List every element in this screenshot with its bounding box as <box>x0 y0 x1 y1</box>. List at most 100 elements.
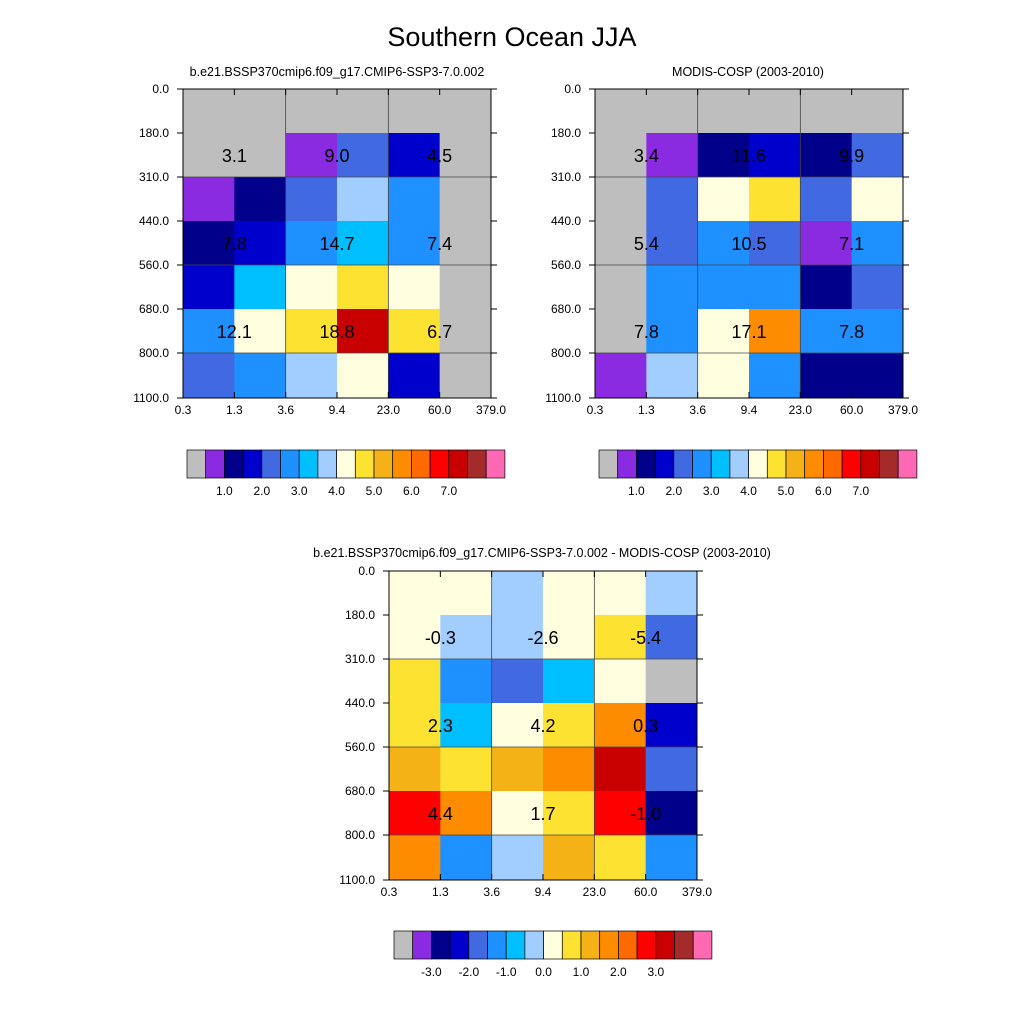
colorbar-label: 6.0 <box>403 484 420 498</box>
heatmap-cell <box>543 571 595 616</box>
colorbar-label: 4.0 <box>328 484 345 498</box>
heatmap-cell <box>183 353 235 399</box>
heatmap-cell <box>800 265 853 310</box>
colorbar-swatch <box>448 449 468 479</box>
heatmap-cell <box>183 221 235 266</box>
panel-model-title: b.e21.BSSP370cmip6.f09_g17.CMIP6-SSP3-7.… <box>190 65 485 79</box>
heatmap-cell <box>851 177 904 222</box>
panel-diff-cells <box>389 571 698 881</box>
heatmap-cell <box>389 703 441 748</box>
heatmap-cell <box>183 265 235 310</box>
heatmap-cell <box>285 177 338 222</box>
heatmap-cell <box>440 659 493 704</box>
colorbar-swatch <box>224 449 244 479</box>
colorbar-label: 0.0 <box>535 965 552 979</box>
heatmap-cell <box>439 221 492 266</box>
heatmap-cell <box>645 659 698 704</box>
box-value-label: 7.8 <box>634 322 659 342</box>
heatmap-cell <box>491 615 544 660</box>
x-tick-label: 0.3 <box>175 403 192 417</box>
colorbar-swatch <box>543 930 563 960</box>
heatmap-cell <box>646 89 699 134</box>
colorbar-swatch <box>673 449 693 479</box>
box-value-label: 4.2 <box>530 716 555 736</box>
heatmap-cell <box>183 133 235 178</box>
heatmap-cell <box>697 309 750 354</box>
colorbar-swatch <box>674 930 694 960</box>
x-tick-label: 1.3 <box>432 885 449 899</box>
colorbar-label: 1.0 <box>573 965 590 979</box>
heatmap-cell <box>800 89 853 134</box>
heatmap-cell <box>646 265 699 310</box>
y-tick-label: 800.0 <box>345 828 375 842</box>
heatmap-cell <box>439 265 492 310</box>
heatmap-cell <box>543 835 595 881</box>
colorbar-label: -1.0 <box>496 965 517 979</box>
box-value-label: 7.4 <box>427 234 452 254</box>
heatmap-cell <box>851 309 904 354</box>
x-tick-label: 60.0 <box>634 885 658 899</box>
colorbar-swatch <box>280 449 300 479</box>
heatmap-cell <box>234 265 287 310</box>
colorbar-swatch <box>692 449 712 479</box>
heatmap-cell <box>389 835 441 881</box>
colorbar-swatch <box>186 449 207 479</box>
x-tick-label: 1.3 <box>226 403 243 417</box>
colorbar-swatch <box>524 930 544 960</box>
box-value-label: 3.4 <box>634 146 659 166</box>
heatmap-cell <box>543 659 595 704</box>
y-tick-label: 440.0 <box>139 214 169 228</box>
box-value-label: 2.3 <box>428 716 453 736</box>
heatmap-cell <box>697 133 750 178</box>
colorbar-label: 7.0 <box>440 484 457 498</box>
colorbar-label: 1.0 <box>216 484 233 498</box>
heatmap-cell <box>800 221 853 266</box>
y-tick-label: 560.0 <box>551 258 581 272</box>
x-tick-label: 23.0 <box>583 885 607 899</box>
colorbar-swatch <box>336 449 356 479</box>
colorbar-swatch <box>561 930 582 960</box>
heatmap-cell <box>285 221 338 266</box>
heatmap-cell <box>337 353 389 399</box>
x-tick-label: 60.0 <box>840 403 864 417</box>
y-tick-label: 560.0 <box>139 258 169 272</box>
colorbar-label: 5.0 <box>366 484 383 498</box>
heatmap-cell <box>645 835 698 881</box>
heatmap-cell <box>337 221 389 266</box>
x-tick-label: 0.3 <box>587 403 604 417</box>
heatmap-cell <box>183 89 235 134</box>
panel-obs-box-values: 3.4 11.6 9.9 5.4 10.5 7.1 7.8 17.1 7.8 <box>634 146 864 342</box>
heatmap-cell <box>440 791 493 836</box>
y-tick-label: 180.0 <box>345 608 375 622</box>
colorbar-swatch <box>467 449 487 479</box>
box-value-label: 7.8 <box>222 234 247 254</box>
heatmap-cell <box>491 835 544 881</box>
box-value-label: -2.6 <box>527 628 558 648</box>
panel-diff-colorbar: -3.0 -2.0 -1.0 0.0 1.0 2.0 3.0 <box>393 930 713 979</box>
y-tick-label: 1100.0 <box>545 391 581 405</box>
x-tick-label: 379.0 <box>682 885 712 899</box>
heatmap-cell <box>491 747 544 792</box>
heatmap-cell <box>594 835 647 881</box>
panel-diff-title: b.e21.BSSP370cmip6.f09_g17.CMIP6-SSP3-7.… <box>313 546 771 560</box>
heatmap-cell <box>285 133 338 178</box>
y-tick-label: 800.0 <box>139 346 169 360</box>
heatmap-cell <box>594 659 647 704</box>
box-value-label: 5.4 <box>634 234 659 254</box>
panel-model-colorbar: 1.0 2.0 3.0 4.0 5.0 6.0 7.0 <box>186 449 506 498</box>
x-tick-label: 9.4 <box>741 403 758 417</box>
y-tick-label: 680.0 <box>345 784 375 798</box>
heatmap-cell <box>749 265 801 310</box>
heatmap-cell <box>388 177 441 222</box>
colorbar-swatch <box>468 930 488 960</box>
colorbar-swatch <box>392 449 412 479</box>
heatmap-cell <box>491 703 544 748</box>
heatmap-cell <box>697 353 750 399</box>
heatmap-cell <box>388 353 441 399</box>
panel-obs: MODIS-COSP (2003-2010) 3.4 11.6 9.9 5.4 10.5… <box>545 65 918 498</box>
colorbar-label: -3.0 <box>421 965 442 979</box>
x-tick-label: 379.0 <box>476 403 506 417</box>
heatmap-cell <box>800 177 853 222</box>
heatmap-cell <box>595 265 647 310</box>
heatmap-cell <box>389 791 441 836</box>
